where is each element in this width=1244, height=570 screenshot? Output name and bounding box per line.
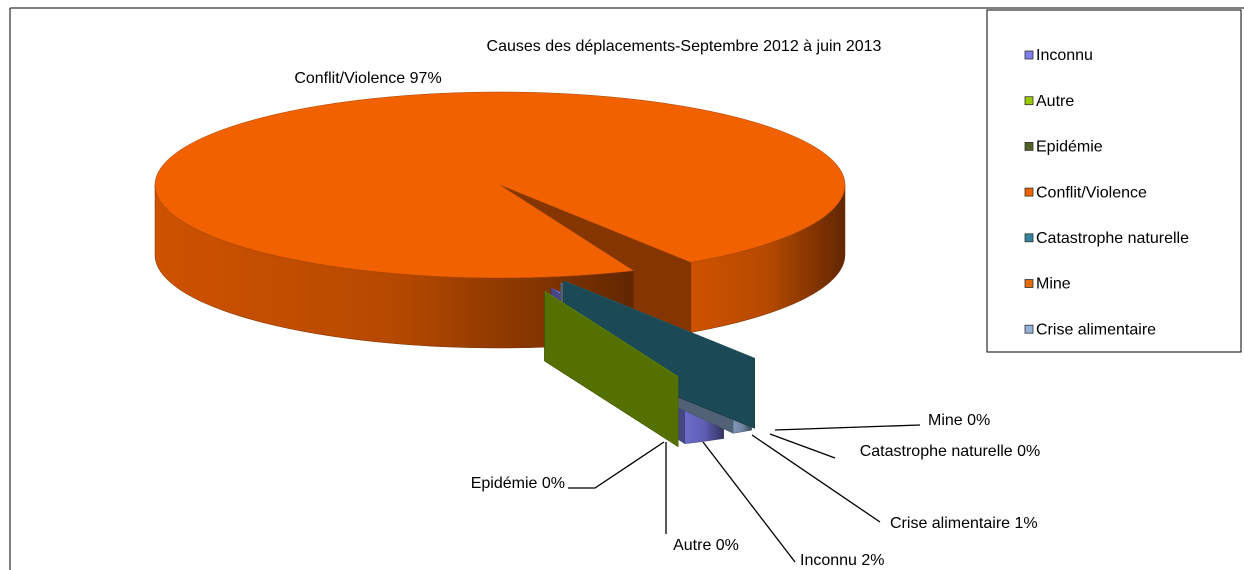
chart-title: Causes des déplacements-Septembre 2012 à… [487,38,882,55]
slice [154,91,846,279]
leader-line [568,441,665,489]
legend-swatch [1024,50,1034,60]
legend-swatch [1024,324,1034,334]
legend-label: Epidémie [1036,139,1103,156]
data-label: Catastrophe naturelle 0% [859,443,1041,460]
legend-swatch [1024,233,1034,243]
legend [986,9,1242,353]
legend-label: Mine [1036,276,1071,293]
leader-line [769,433,836,459]
legend-swatch [1024,187,1034,197]
legend-swatch [1024,279,1034,288]
data-label: Crise alimentaire 1% [890,515,1038,532]
data-label: Autre 0% [673,537,739,554]
data-label: Inconnu 2% [800,552,885,569]
leader-line [774,424,921,431]
legend-swatch [1024,141,1034,151]
leader-line [751,434,881,523]
legend-label: Autre [1036,93,1074,110]
data-label: Conflit/Violence 97% [294,70,441,87]
data-label: Mine 0% [928,412,990,429]
leader-line [702,441,796,563]
legend-label: Crise alimentaire [1036,321,1156,338]
legend-label: Inconnu [1036,47,1093,64]
data-label: Epidémie 0% [471,475,565,492]
legend-label: Catastrophe naturelle [1036,230,1189,247]
legend-label: Conflit/Violence [1036,184,1147,201]
legend-swatch [1024,96,1034,106]
